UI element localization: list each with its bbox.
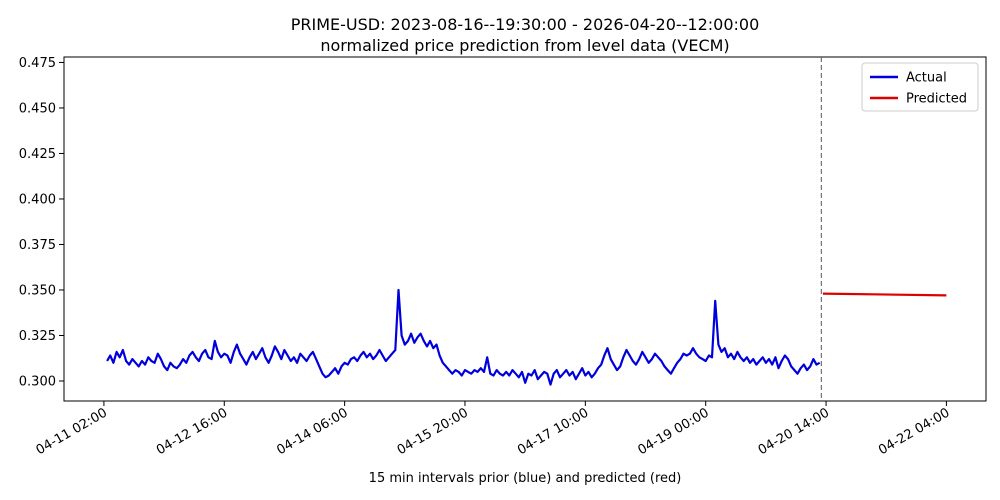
y-tick-label: 0.425 [19,147,56,162]
chart-title: PRIME-USD: 2023-08-16--19:30:00 - 2026-0… [291,15,760,34]
x-tick-label: 04-22 04:00 [876,405,952,458]
legend-label-actual: Actual [906,71,947,86]
series-line-predicted [822,292,947,297]
legend: Actual Predicted [861,62,979,112]
x-tick-label: 04-19 00:00 [635,405,711,458]
series-line-actual [106,288,821,386]
x-axis: 04-11 02:00 04-12 16:00 04-14 06:00 04-15 2… [34,401,952,458]
y-tick-label: 0.375 [19,238,56,253]
y-axis: 0.300 0.325 0.350 0.375 0.400 0.425 0.450 0.475 [19,56,64,389]
series-layer [106,288,947,386]
chart-subtitle: normalized price prediction from level d… [320,36,729,55]
x-tick-label: 04-11 02:00 [34,405,110,458]
x-tick-label: 04-12 16:00 [154,405,230,458]
x-tick-label: 04-14 06:00 [274,405,350,458]
y-tick-label: 0.400 [19,192,56,207]
plot-frame [63,56,987,402]
y-tick-label: 0.350 [19,283,56,298]
y-tick-label: 0.325 [19,329,56,344]
legend-label-predicted: Predicted [906,92,967,107]
x-axis-label: 15 min intervals prior (blue) and predic… [369,471,682,486]
x-tick-label: 04-15 20:00 [395,405,471,458]
y-tick-label: 0.450 [19,101,56,116]
y-tick-label: 0.300 [19,374,56,389]
y-tick-label: 0.475 [19,56,56,71]
plot-area [63,56,987,402]
x-tick-label: 04-17 10:00 [515,405,591,458]
x-tick-label: 04-20 14:00 [756,405,832,458]
